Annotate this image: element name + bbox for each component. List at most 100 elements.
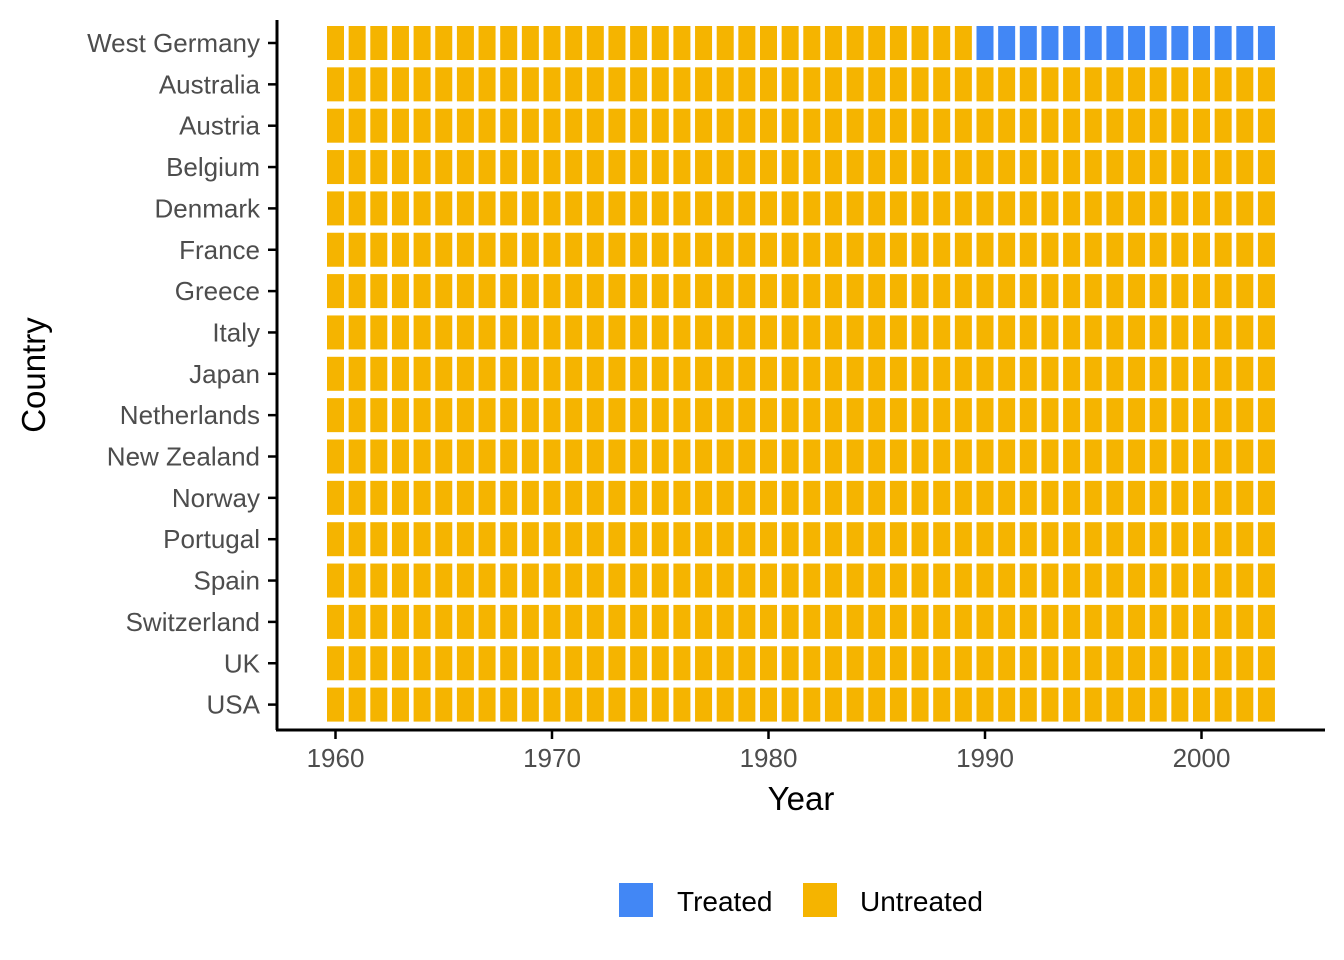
tile-spain-2000	[1193, 563, 1210, 598]
tile-portugal-1969	[521, 522, 539, 557]
tile-greece-2002	[1236, 274, 1254, 309]
tile-australia-1967	[478, 67, 496, 102]
tile-spain-1966	[456, 563, 474, 598]
y-axis-title: Country	[15, 317, 52, 433]
tile-australia-2003	[1257, 67, 1275, 102]
tile-uk-1964	[413, 646, 431, 681]
tile-netherlands-2000	[1193, 398, 1210, 433]
tile-italy-1991	[998, 315, 1016, 350]
tile-australia-1978	[716, 67, 734, 102]
tile-denmark-1985	[868, 191, 886, 226]
tile-west-germany-1989	[954, 26, 972, 60]
tile-italy-1965	[435, 315, 453, 350]
tile-new-zealand-2002	[1236, 439, 1254, 474]
tile-greece-1970	[543, 274, 561, 309]
tile-austria-1972	[586, 108, 604, 143]
tile-spain-1982	[803, 563, 821, 598]
tile-spain-1997	[1128, 563, 1146, 598]
tile-france-1981	[781, 232, 799, 267]
tile-netherlands-1994	[1063, 398, 1081, 433]
tile-australia-1981	[781, 67, 799, 102]
tile-france-1975	[651, 232, 669, 267]
tile-australia-1985	[868, 67, 886, 102]
tile-austria-1968	[500, 108, 518, 143]
tile-west-germany-1979	[738, 26, 756, 60]
tile-denmark-1990	[976, 191, 994, 226]
tile-usa-1968	[500, 687, 518, 722]
tile-austria-1967	[478, 108, 496, 143]
tile-italy-1990	[976, 315, 994, 350]
tile-belgium-2000	[1193, 150, 1210, 185]
tile-usa-1979	[738, 687, 756, 722]
tile-west-germany-1963	[391, 26, 409, 60]
tile-denmark-1983	[824, 191, 842, 226]
tile-norway-1972	[586, 480, 604, 515]
tile-france-1993	[1041, 232, 1059, 267]
tile-west-germany-1987	[911, 26, 929, 60]
tile-uk-1992	[1019, 646, 1037, 681]
tile-portugal-1966	[456, 522, 474, 557]
tile-italy-1982	[803, 315, 821, 350]
tile-switzerland-1995	[1084, 604, 1102, 639]
legend-key-untreated	[803, 883, 837, 917]
tile-japan-1978	[716, 356, 734, 391]
tile-japan-1991	[998, 356, 1016, 391]
tile-denmark-1974	[630, 191, 648, 226]
tile-greece-1993	[1041, 274, 1059, 309]
tile-greece-1972	[586, 274, 604, 309]
tile-austria-1981	[781, 108, 799, 143]
tile-spain-1981	[781, 563, 799, 598]
tile-belgium-1988	[933, 150, 951, 185]
tile-west-germany-1982	[803, 26, 821, 60]
tile-austria-2000	[1193, 108, 1210, 143]
tile-norway-1994	[1063, 480, 1081, 515]
tile-uk-1974	[630, 646, 648, 681]
tile-japan-2001	[1214, 356, 1232, 391]
tile-netherlands-1968	[500, 398, 518, 433]
tile-spain-1970	[543, 563, 561, 598]
tile-uk-1963	[391, 646, 409, 681]
tile-west-germany-1992	[1019, 26, 1037, 60]
tile-norway-1968	[500, 480, 518, 515]
tile-new-zealand-1998	[1149, 439, 1167, 474]
tile-new-zealand-1994	[1063, 439, 1081, 474]
tile-new-zealand-1975	[651, 439, 669, 474]
tile-west-germany-2000	[1193, 26, 1210, 60]
tile-west-germany-1994	[1063, 26, 1081, 60]
tile-greece-1979	[738, 274, 756, 309]
tile-greece-2003	[1257, 274, 1275, 309]
tile-france-1992	[1019, 232, 1037, 267]
tile-austria-1970	[543, 108, 561, 143]
tile-switzerland-1972	[586, 604, 604, 639]
tile-usa-1962	[370, 687, 388, 722]
x-tick-label-2000: 2000	[1173, 743, 1231, 773]
tile-denmark-1979	[738, 191, 756, 226]
tile-new-zealand-1991	[998, 439, 1016, 474]
tile-denmark-1975	[651, 191, 669, 226]
tile-austria-1962	[370, 108, 388, 143]
tile-denmark-1962	[370, 191, 388, 226]
tile-france-1985	[868, 232, 886, 267]
tile-switzerland-1965	[435, 604, 453, 639]
tile-belgium-1972	[586, 150, 604, 185]
tile-australia-1960	[327, 67, 344, 102]
tile-switzerland-2002	[1236, 604, 1254, 639]
tile-uk-2000	[1193, 646, 1210, 681]
tile-switzerland-1977	[695, 604, 713, 639]
tile-belgium-1971	[565, 150, 583, 185]
tile-uk-1970	[543, 646, 561, 681]
tile-netherlands-1986	[889, 398, 907, 433]
tile-west-germany-1981	[781, 26, 799, 60]
x-tick-label-1970: 1970	[523, 743, 581, 773]
tile-austria-1983	[824, 108, 842, 143]
y-tick-label-netherlands: Netherlands	[120, 400, 260, 430]
tile-denmark-1976	[673, 191, 691, 226]
y-tick-label-austria: Austria	[179, 111, 260, 141]
tile-france-1968	[500, 232, 518, 267]
tile-denmark-1986	[889, 191, 907, 226]
tile-denmark-1967	[478, 191, 496, 226]
tile-greece-1981	[781, 274, 799, 309]
tile-belgium-1987	[911, 150, 929, 185]
tile-west-germany-1967	[478, 26, 496, 60]
tile-norway-1973	[608, 480, 626, 515]
